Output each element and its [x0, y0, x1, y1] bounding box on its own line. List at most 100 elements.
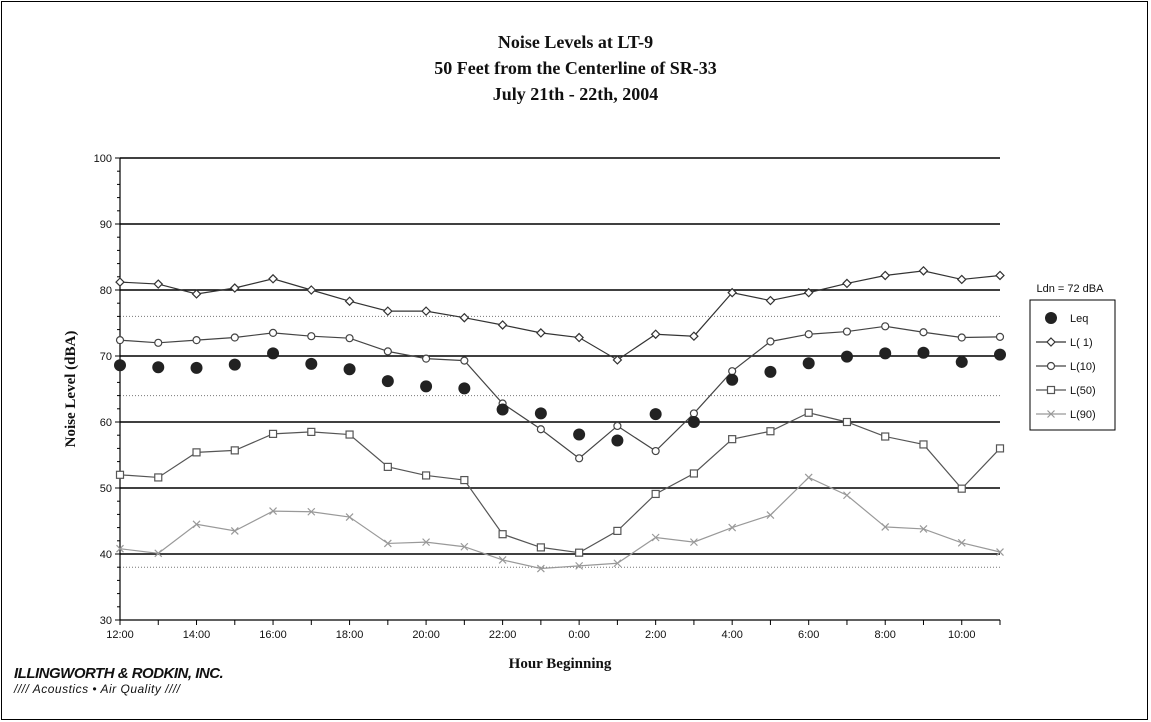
data-point-l10 — [231, 334, 238, 341]
data-point-l10 — [308, 333, 315, 340]
data-point-leq — [917, 347, 929, 359]
series-line-l1 — [120, 271, 1000, 360]
y-tick-label: 100 — [94, 153, 112, 165]
data-point-l90 — [729, 524, 736, 531]
data-point-l50 — [690, 470, 697, 477]
data-point-leq — [764, 366, 776, 378]
data-point-leq — [994, 349, 1006, 361]
y-axis-title: Noise Level (dBA) — [63, 331, 79, 448]
data-point-l10 — [614, 422, 621, 429]
data-point-l1 — [116, 278, 124, 286]
data-point-l10 — [920, 329, 927, 336]
data-point-l10 — [882, 323, 889, 330]
data-point-l10 — [729, 368, 736, 375]
y-tick-label: 30 — [100, 615, 112, 627]
data-point-l1 — [422, 307, 430, 315]
data-point-l10 — [958, 334, 965, 341]
data-point-l10 — [652, 448, 659, 455]
data-point-l10 — [805, 331, 812, 338]
data-point-leq — [497, 403, 509, 415]
data-point-l50 — [958, 485, 965, 492]
data-point-l90 — [767, 512, 774, 519]
data-point-l50 — [308, 428, 315, 435]
x-tick-label: 6:00 — [798, 629, 819, 641]
y-tick-label: 70 — [100, 351, 112, 363]
data-point-l1 — [575, 334, 583, 342]
company-logo: ILLINGWORTH & RODKIN, INC. //// Acoustic… — [14, 665, 223, 696]
y-tick-label: 60 — [100, 417, 112, 429]
x-tick-label: 2:00 — [645, 629, 666, 641]
legend-marker — [1045, 312, 1057, 324]
logo-company-name: ILLINGWORTH & RODKIN, INC. — [14, 665, 223, 682]
data-point-l1 — [881, 271, 889, 279]
data-point-leq — [344, 363, 356, 375]
data-point-l1 — [193, 290, 201, 298]
legend-label: L(10) — [1070, 361, 1096, 373]
data-point-l10 — [384, 348, 391, 355]
data-point-leq — [650, 408, 662, 420]
x-tick-label: 14:00 — [183, 629, 211, 641]
x-tick-label: 16:00 — [259, 629, 287, 641]
data-point-l50 — [843, 419, 850, 426]
series-line-l50 — [120, 413, 1000, 553]
x-axis-title: Hour Beginning — [509, 656, 612, 672]
data-point-leq — [611, 434, 623, 446]
data-point-l50 — [384, 463, 391, 470]
data-point-l10 — [423, 355, 430, 362]
x-tick-label: 10:00 — [948, 629, 976, 641]
y-tick-label: 90 — [100, 219, 112, 231]
data-point-leq — [305, 358, 317, 370]
data-point-l10 — [843, 328, 850, 335]
x-tick-label: 4:00 — [721, 629, 742, 641]
data-point-leq — [956, 356, 968, 368]
data-point-leq — [114, 359, 126, 371]
data-point-l1 — [154, 280, 162, 288]
data-point-l10 — [117, 337, 124, 344]
data-point-leq — [879, 347, 891, 359]
data-point-leq — [382, 375, 394, 387]
data-point-leq — [420, 380, 432, 392]
data-point-leq — [458, 382, 470, 394]
y-tick-label: 80 — [100, 285, 112, 297]
data-point-l1 — [460, 314, 468, 322]
data-point-l50 — [652, 490, 659, 497]
x-tick-label: 22:00 — [489, 629, 517, 641]
data-point-l50 — [882, 433, 889, 440]
legend-marker — [1048, 387, 1055, 394]
data-point-l50 — [117, 471, 124, 478]
data-point-leq — [841, 351, 853, 363]
data-point-l50 — [537, 544, 544, 551]
data-point-l90 — [843, 492, 850, 499]
legend-label: Leq — [1070, 313, 1088, 325]
data-point-l1 — [346, 297, 354, 305]
data-point-l10 — [576, 455, 583, 462]
data-point-l50 — [346, 431, 353, 438]
data-point-l50 — [499, 531, 506, 538]
data-point-l10 — [767, 338, 774, 345]
series-line-l10 — [120, 326, 1000, 458]
data-point-leq — [152, 361, 164, 373]
data-point-l50 — [155, 474, 162, 481]
data-point-leq — [535, 407, 547, 419]
x-tick-label: 0:00 — [568, 629, 589, 641]
legend-label: L( 1) — [1070, 337, 1093, 349]
legend-label: L(90) — [1070, 409, 1096, 421]
data-point-l1 — [537, 329, 545, 337]
data-point-l1 — [652, 330, 660, 338]
data-point-leq — [229, 359, 241, 371]
data-point-l10 — [193, 337, 200, 344]
data-point-l10 — [270, 329, 277, 336]
series-l10 — [117, 323, 1004, 462]
x-tick-label: 18:00 — [336, 629, 364, 641]
data-point-leq — [191, 362, 203, 374]
data-point-l1 — [613, 356, 621, 364]
data-point-l1 — [499, 321, 507, 329]
data-point-l1 — [919, 267, 927, 275]
data-point-l1 — [307, 286, 315, 294]
data-point-leq — [267, 347, 279, 359]
data-point-l10 — [155, 339, 162, 346]
x-tick-label: 12:00 — [106, 629, 134, 641]
data-point-l50 — [920, 441, 927, 448]
data-point-l50 — [614, 527, 621, 534]
